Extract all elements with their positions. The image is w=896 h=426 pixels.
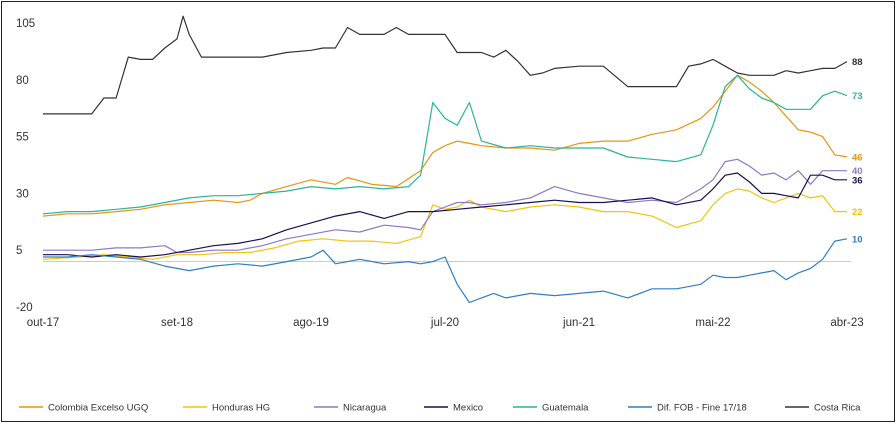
end-value-label: 36 — [852, 175, 863, 186]
x-tick-label: ago-19 — [293, 317, 329, 329]
legend-label: Nicaragua — [343, 403, 387, 414]
end-value-label: 10 — [852, 234, 863, 245]
series-line-dif-fob-fine-17-18 — [43, 238, 848, 304]
legend-item: Nicaragua — [314, 403, 387, 414]
x-tick-label: jul-20 — [430, 317, 459, 329]
legend-label: Dif. FOB - Fine 17/18 — [657, 403, 747, 414]
line-chart: -20 5 30 55 80 105 out-17 set-18 ago-19 jul-20 ju… — [16, 15, 864, 414]
y-tick-label: 5 — [16, 245, 22, 257]
legend-item: Mexico — [424, 403, 483, 414]
legend-item: Dif. FOB - Fine 17/18 — [628, 403, 747, 414]
end-value-label: 22 — [852, 207, 863, 218]
legend-label: Mexico — [453, 403, 483, 414]
y-tick-label: 30 — [16, 188, 29, 200]
x-tick-label: jun-21 — [562, 317, 595, 329]
legend-label: Honduras HG — [212, 403, 270, 414]
series-line-colombia-excelso-ugq — [42, 74, 848, 217]
x-tick-label: out-17 — [27, 317, 60, 329]
legend-item: Guatemala — [513, 403, 589, 414]
legend-label: Guatemala — [542, 403, 589, 414]
legend-label: Costa Rica — [814, 403, 861, 414]
series-line-guatemala — [42, 74, 848, 215]
end-value-label: 40 — [852, 166, 863, 177]
end-value-label: 46 — [852, 153, 863, 164]
end-value-label: 88 — [852, 57, 863, 68]
y-tick-label: 55 — [16, 132, 29, 144]
y-tick-label: 80 — [16, 75, 29, 87]
y-tick-label: 105 — [16, 18, 35, 30]
legend-item: Costa Rica — [785, 403, 861, 414]
legend-item: Honduras HG — [183, 403, 270, 414]
end-value-label: 73 — [852, 91, 863, 102]
series-line-honduras-hg — [42, 188, 847, 260]
legend-item: Colombia Excelso UGQ — [19, 403, 148, 414]
x-tick-label: abr-23 — [830, 317, 863, 329]
x-tick-label: mai-22 — [695, 317, 730, 329]
series-line-costa-rica — [43, 15, 848, 115]
series-line-nicaragua — [43, 158, 847, 254]
y-tick-label: -20 — [16, 302, 33, 314]
x-tick-label: set-18 — [161, 317, 193, 329]
series-line-mexico — [43, 172, 847, 258]
legend-label: Colombia Excelso UGQ — [48, 403, 148, 414]
